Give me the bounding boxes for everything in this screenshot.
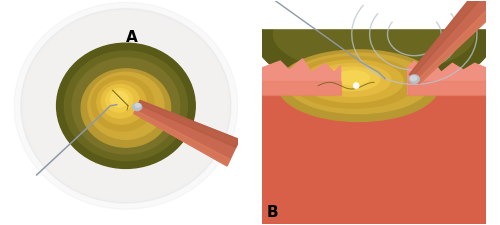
Ellipse shape — [88, 72, 164, 139]
Ellipse shape — [106, 88, 132, 112]
Ellipse shape — [256, 0, 492, 91]
Ellipse shape — [110, 91, 128, 107]
Ellipse shape — [410, 76, 416, 80]
Polygon shape — [134, 110, 230, 166]
Bar — [408, 81, 486, 94]
Ellipse shape — [64, 51, 188, 161]
Ellipse shape — [312, 64, 391, 97]
Polygon shape — [416, 0, 500, 83]
Ellipse shape — [81, 69, 170, 147]
Polygon shape — [408, 61, 486, 94]
Ellipse shape — [23, 11, 229, 201]
Ellipse shape — [274, 0, 474, 73]
Ellipse shape — [28, 15, 224, 197]
Ellipse shape — [292, 56, 416, 108]
Bar — [262, 0, 486, 27]
Polygon shape — [262, 59, 340, 94]
Polygon shape — [134, 100, 240, 166]
Ellipse shape — [56, 43, 195, 168]
Bar — [262, 72, 486, 224]
Ellipse shape — [287, 53, 430, 114]
Ellipse shape — [21, 9, 231, 203]
Ellipse shape — [336, 71, 370, 85]
Circle shape — [354, 83, 359, 88]
Ellipse shape — [72, 58, 180, 154]
Polygon shape — [410, 0, 492, 77]
Ellipse shape — [97, 81, 146, 124]
Text: B: B — [267, 205, 278, 220]
Ellipse shape — [91, 76, 154, 131]
Ellipse shape — [132, 103, 142, 111]
Bar — [262, 81, 340, 94]
Ellipse shape — [409, 74, 420, 83]
Ellipse shape — [302, 60, 403, 102]
Polygon shape — [138, 100, 239, 148]
Ellipse shape — [102, 85, 140, 118]
Bar — [262, 1, 486, 68]
Ellipse shape — [278, 50, 439, 122]
Polygon shape — [410, 0, 500, 83]
Bar — [262, 57, 486, 224]
Ellipse shape — [324, 67, 380, 91]
Ellipse shape — [14, 2, 237, 209]
Ellipse shape — [136, 104, 140, 107]
Text: A: A — [126, 30, 138, 45]
